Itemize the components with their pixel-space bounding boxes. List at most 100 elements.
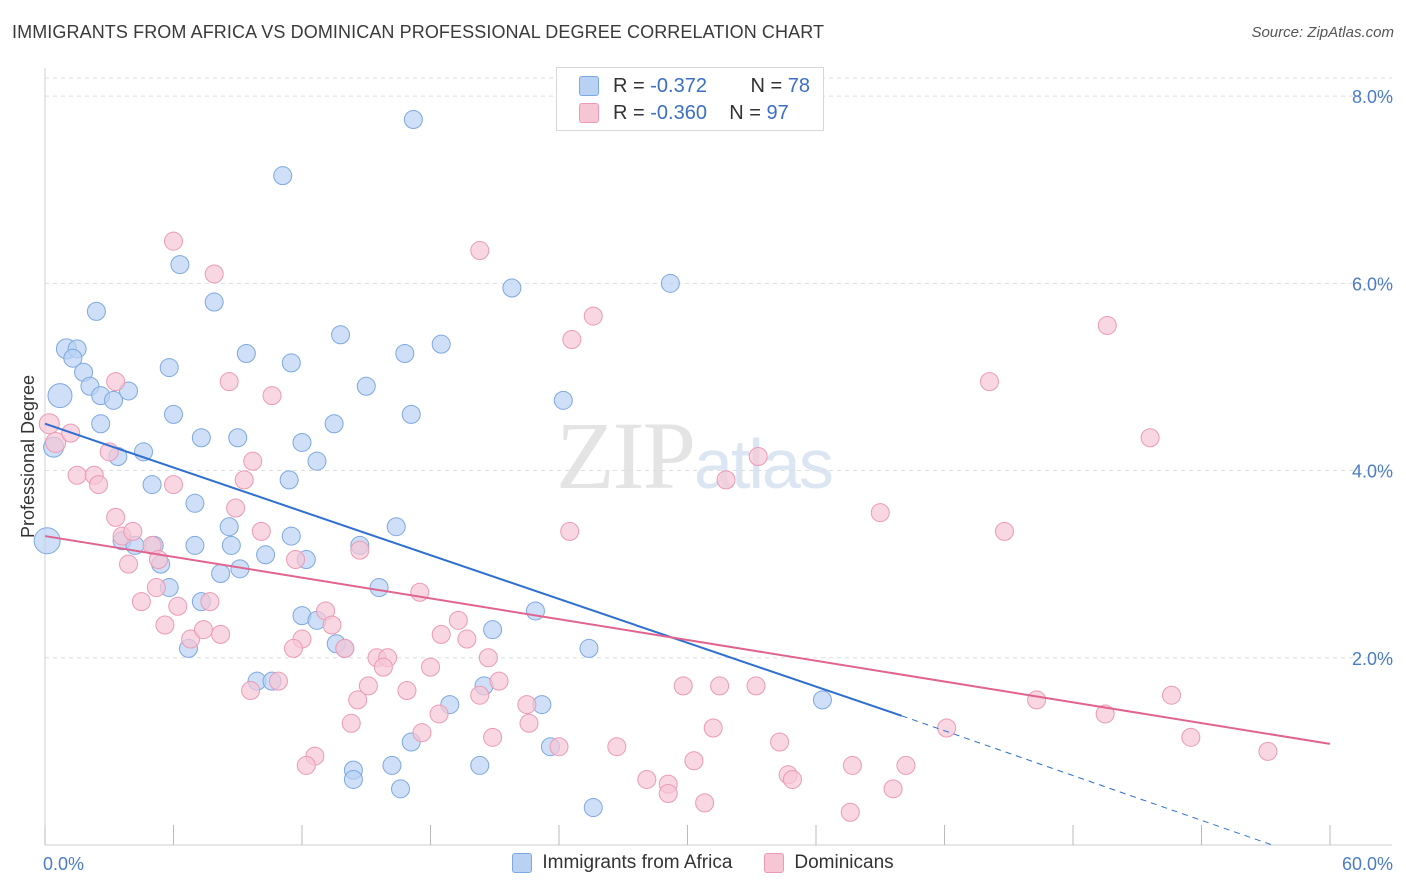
africa-point	[211, 564, 231, 584]
africa-point	[395, 344, 415, 364]
africa-point	[553, 390, 573, 410]
series-label-africa: Immigrants from Africa	[542, 852, 733, 873]
dominican-point	[489, 671, 509, 691]
africa-point	[204, 292, 224, 312]
legend-n-label: N =	[750, 74, 783, 97]
africa-point	[185, 535, 205, 555]
africa-point	[356, 376, 376, 396]
dominican-point	[1140, 428, 1160, 448]
dominican-point	[549, 737, 569, 757]
dominican-point	[519, 713, 539, 733]
dominican-point	[695, 793, 715, 813]
africa-point	[324, 414, 344, 434]
dominican-point	[870, 503, 890, 523]
dominican-point	[119, 554, 139, 574]
africa-point	[236, 344, 256, 364]
africa-point	[279, 470, 299, 490]
africa-point	[185, 493, 205, 513]
dominican-point	[716, 470, 736, 490]
dominican-point	[457, 629, 477, 649]
dominican-point	[770, 732, 790, 752]
dominican-point	[286, 549, 306, 569]
africa-point	[343, 769, 363, 789]
africa-point	[228, 428, 248, 448]
legend-r-value: -0.372	[650, 74, 707, 97]
dominican-point	[1162, 685, 1182, 705]
dominican-point	[478, 648, 498, 668]
x-tick-label: 0.0%	[43, 854, 84, 874]
dominican-point	[226, 498, 246, 518]
dominican-point	[746, 676, 766, 696]
dominican-point	[1258, 741, 1278, 761]
dominican-point	[637, 769, 657, 789]
africa-point	[583, 798, 603, 818]
legend-n-value: 97	[766, 101, 789, 124]
series-legend-dominicans[interactable]: Dominicans	[764, 852, 894, 874]
dominican-point	[470, 685, 490, 705]
dominican-point	[896, 755, 916, 775]
legend-r-label: R =	[613, 101, 645, 124]
africa-point	[256, 545, 276, 565]
dominican-point	[181, 629, 201, 649]
series-swatch-africa	[512, 853, 533, 873]
africa-point	[812, 690, 832, 710]
dominican-point	[560, 521, 580, 541]
africa-point	[91, 414, 111, 434]
dominican-point	[164, 231, 183, 251]
watermark: ZIPatlas	[556, 400, 834, 511]
africa-point	[292, 432, 312, 452]
dominican-point	[131, 592, 151, 612]
dominican-point	[211, 624, 231, 644]
y-tick-label: 6.0%	[1352, 274, 1393, 294]
dominican-point	[1027, 690, 1047, 710]
dominican-point	[842, 755, 862, 775]
africa-point	[431, 334, 451, 354]
africa-point	[47, 383, 73, 409]
series-swatch-dominicans	[764, 853, 785, 873]
dominican-point	[979, 372, 999, 392]
africa-trendline-extension	[901, 715, 1273, 846]
series-legend: Immigrants from Africa Dominicans	[0, 852, 1406, 874]
dominican-point	[840, 802, 860, 822]
africa-point	[63, 348, 83, 368]
legend-n-value: 78	[787, 74, 810, 97]
correlation-legend: R = -0.372 N = 78 R = -0.360 N = 97	[556, 67, 824, 131]
africa-point	[483, 620, 503, 640]
legend-r-value: -0.360	[650, 101, 707, 124]
africa-point	[369, 578, 389, 598]
dominican-point	[38, 413, 60, 435]
dominican-point	[350, 540, 370, 560]
dominican-point	[219, 372, 239, 392]
africa-point	[219, 517, 239, 537]
x-tick-label: 60.0%	[1342, 854, 1393, 874]
dominican-trendline	[44, 535, 1331, 745]
dominican-point	[703, 718, 723, 738]
africa-point	[191, 428, 211, 448]
africa-point	[502, 278, 522, 298]
dominican-point	[123, 521, 143, 541]
dominican-point	[710, 676, 730, 696]
dominican-point	[106, 507, 126, 527]
dominican-point	[517, 695, 537, 715]
dominican-point	[397, 681, 417, 701]
africa-point	[331, 325, 351, 345]
africa-point	[579, 638, 599, 658]
series-legend-africa[interactable]: Immigrants from Africa	[512, 852, 732, 874]
dominican-point	[67, 465, 87, 485]
africa-point	[401, 404, 421, 424]
dominican-point	[168, 596, 188, 616]
dominican-point	[234, 470, 254, 490]
dominican-point	[994, 521, 1014, 541]
series-label-dominicans: Dominicans	[794, 852, 894, 873]
africa-point	[386, 517, 406, 537]
dominican-point	[348, 690, 368, 710]
dominican-point	[251, 521, 271, 541]
legend-r-label: R =	[613, 74, 645, 97]
dominican-point	[429, 704, 449, 724]
dominican-point	[204, 264, 224, 284]
dominican-point	[373, 657, 393, 677]
dominican-point	[106, 372, 126, 392]
africa-point	[273, 166, 293, 186]
dominican-point	[782, 769, 802, 789]
